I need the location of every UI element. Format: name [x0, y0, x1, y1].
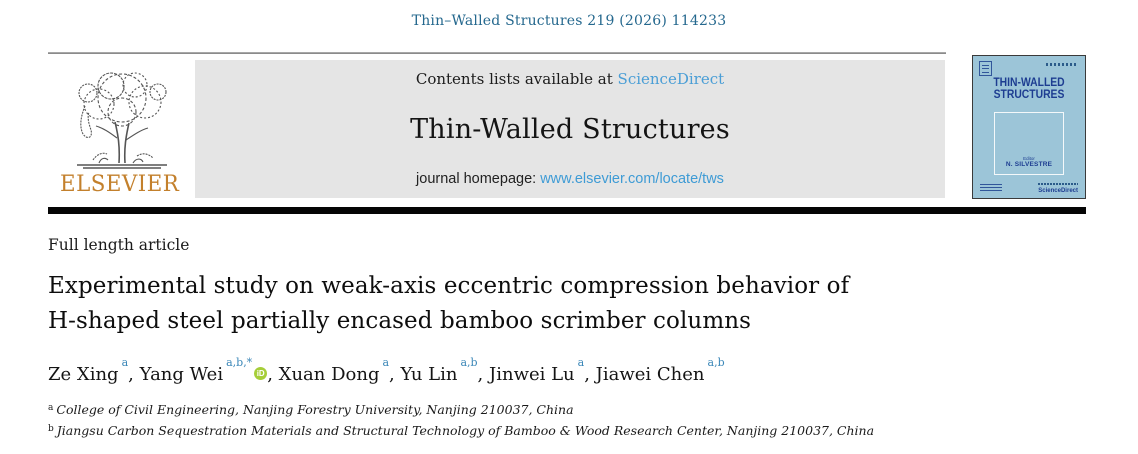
affiliation-list: a College of Civil Engineering, Nanjing F… — [48, 401, 874, 442]
elsevier-logo: ELSEVIER — [48, 60, 195, 198]
header-top-rule — [48, 52, 946, 54]
author-affil-sup[interactable]: a,b — [707, 356, 725, 369]
author-affil-sup[interactable]: a — [121, 356, 129, 369]
author-affil-sup[interactable]: a — [382, 356, 390, 369]
contents-prefix: Contents lists available at — [415, 70, 618, 88]
affiliation-sup: b — [48, 423, 54, 434]
cover-editor-name: N. SILVESTRE — [1005, 161, 1053, 168]
contents-line: Contents lists available at ScienceDirec… — [416, 70, 724, 88]
author-list: Ze Xinga, Yang Weia,b,*iD, Xuan Donga, Y… — [48, 356, 725, 385]
article-type-label: Full length article — [48, 236, 190, 254]
cover-editor-label: Editor — [1023, 156, 1035, 161]
author: Ze Xinga, — [48, 356, 140, 385]
journal-banner: Contents lists available at ScienceDirec… — [195, 60, 945, 198]
cover-sciencedirect-brand: ScienceDirect — [1038, 188, 1078, 194]
affiliation-text: Jiangsu Carbon Sequestration Materials a… — [56, 422, 875, 438]
journal-title: Thin-Walled Structures — [410, 114, 730, 145]
cover-availability-text — [1038, 183, 1078, 185]
author: Xuan Donga, — [278, 356, 401, 385]
cover-title: THIN-WALLED STRUCTURES — [979, 77, 1080, 102]
author-affil-sup[interactable]: a,b,* — [226, 356, 253, 369]
cover-frame: Editor N. SILVESTRE — [994, 112, 1064, 175]
affiliation-sup: a — [48, 403, 54, 413]
cover-issn-text — [1046, 63, 1078, 66]
sciencedirect-link[interactable]: ScienceDirect — [617, 70, 725, 88]
cover-publisher-mark-icon — [979, 61, 992, 76]
author: Yang Weia,b,*iD, — [139, 356, 279, 385]
homepage-prefix: journal homepage: — [416, 171, 541, 187]
affiliation-line: b Jiangsu Carbon Sequestration Materials … — [48, 422, 874, 443]
elsevier-tree-icon — [76, 72, 167, 169]
author: Jiawei Chena,b — [595, 356, 725, 385]
cover-editor: Editor N. SILVESTRE — [995, 156, 1063, 168]
journal-citation: Thin–Walled Structures 219 (2026) 114233 — [411, 13, 727, 29]
elsevier-wordmark: ELSEVIER — [59, 172, 180, 197]
affiliation-line: a College of Civil Engineering, Nanjing F… — [48, 401, 874, 422]
orcid-icon[interactable]: iD — [254, 367, 268, 380]
article-title-line2: H-shaped steel partially encased bamboo … — [48, 308, 752, 334]
author-affil-sup[interactable]: a — [577, 356, 585, 369]
author: Jinwei Lua, — [489, 356, 596, 385]
header-divider-bar — [48, 207, 1086, 214]
journal-cover-thumbnail: THIN-WALLED STRUCTURES Editor N. SILVEST… — [972, 55, 1086, 199]
homepage-link[interactable]: www.elsevier.com/locate/tws — [540, 171, 724, 187]
author: Yu Lina,b, — [400, 356, 489, 385]
cover-title-line1: THIN-WALLED — [993, 77, 1065, 89]
cover-elsevier-mark-icon — [980, 183, 1002, 191]
article-title: Experimental study on weak-axis eccentri… — [48, 269, 948, 339]
author-affil-sup[interactable]: a,b — [460, 356, 478, 369]
article-title-line1: Experimental study on weak-axis eccentri… — [48, 273, 850, 299]
cover-title-line2: STRUCTURES — [993, 89, 1065, 102]
homepage-line: journal homepage: www.elsevier.com/locat… — [416, 171, 724, 187]
affiliation-text: College of Civil Engineering, Nanjing Fo… — [56, 402, 574, 417]
